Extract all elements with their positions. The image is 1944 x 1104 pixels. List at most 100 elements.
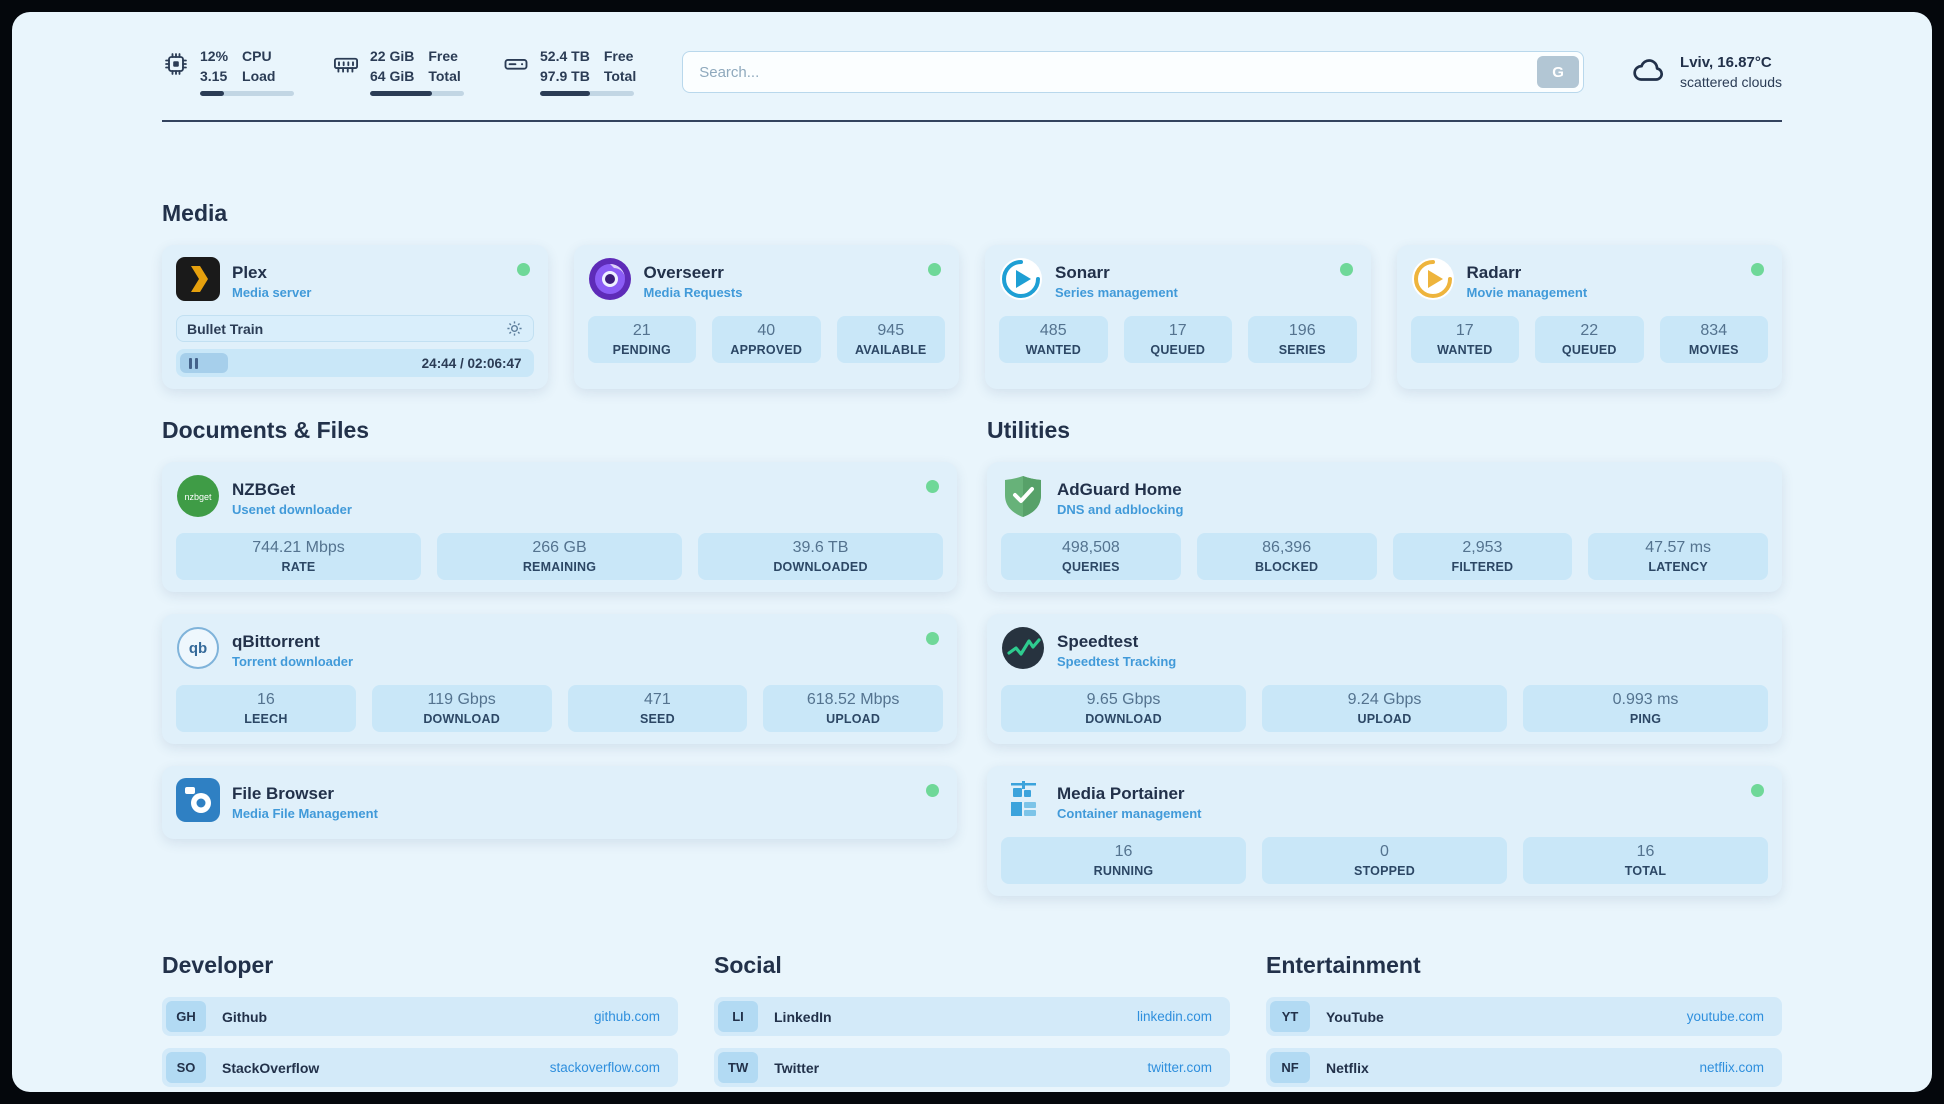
weather-condition: scattered clouds [1680,74,1782,90]
ram-total-label: Total [428,68,461,84]
bookmark-badge: NF [1270,1052,1310,1083]
app-subtitle: Movie management [1466,285,1588,300]
app-card-nzbget[interactable]: nzbget NZBGet Usenet downloader 74 [162,462,957,592]
now-playing-title-row: Bullet Train [176,315,534,342]
gear-icon[interactable] [506,320,523,337]
now-playing-title: Bullet Train [187,320,264,337]
disk-stat: 52.4 TB 97.9 TB Free Total [502,48,636,96]
cpu-load-label: Load [242,68,276,84]
app-subtitle: Series management [1055,285,1178,300]
stat-tile-latency: 47.57 ms LATENCY [1588,533,1768,580]
dashboard-frame: 12% 3.15 CPU Load [12,12,1932,1092]
cpu-chip-icon [162,50,190,83]
stat-tile-remaining: 266 GB REMAINING [437,533,682,580]
app-card-speedtest[interactable]: Speedtest Speedtest Tracking 9.65 Gbps D… [987,614,1782,744]
svg-text:qb: qb [189,640,207,657]
qbittorrent-icon: qb [176,626,220,675]
stat-tile-upload: 9.24 Gbps UPLOAD [1262,685,1507,732]
bookmark-badge: LI [718,1001,758,1032]
filebrowser-icon [176,778,220,827]
app-name: Sonarr [1055,263,1110,282]
system-stats: 12% 3.15 CPU Load [162,48,636,96]
app-card-sonarr[interactable]: Sonarr Series management 485 WANTED 17 Q… [985,245,1371,389]
svg-text:nzbget: nzbget [184,492,212,502]
bookmark-linkedin[interactable]: LI LinkedIn linkedin.com [714,997,1230,1036]
stat-tile-queued: 22 QUEUED [1535,316,1644,363]
documents-section-title: Documents & Files [162,417,370,443]
search-engine-button[interactable]: G [1537,56,1580,88]
app-card-filebrowser[interactable]: File Browser Media File Management [162,766,957,839]
app-card-portainer[interactable]: Media Portainer Container management 16 … [987,766,1782,896]
status-dot [926,784,939,797]
dashboard-container: 12% 3.15 CPU Load [162,12,1782,1092]
app-card-radarr[interactable]: Radarr Movie management 17 WANTED 22 QUE… [1396,245,1782,389]
utilities-section-title: Utilities [987,417,1071,443]
disk-total-label: Total [603,68,637,84]
stat-tile-ping: 0.993 ms PING [1523,685,1768,732]
stat-tile-download: 9.65 Gbps DOWNLOAD [1001,685,1246,732]
bookmark-name: StackOverflow [222,1059,320,1076]
stat-tile-approved: 40 APPROVED [712,316,821,363]
app-card-plex[interactable]: Plex Media server Bullet Train [162,245,548,389]
overseerr-icon [588,257,632,306]
stat-tile-wanted: 485 WANTED [999,316,1108,363]
now-playing-widget: Bullet Train [176,315,534,377]
bookmark-link: github.com [593,1009,660,1024]
playback-time: 24:44 / 02:06:47 [421,355,522,371]
topbar: 12% 3.15 CPU Load [162,48,1782,96]
stat-tile-queued: 17 QUEUED [1123,316,1232,363]
bookmark-link: netflix.com [1699,1060,1764,1075]
section-documents: Documents & Files nzbget [162,417,957,839]
bookmark-github[interactable]: GH Github github.com [162,997,678,1036]
ram-stat: 22 GiB 64 GiB Free Total [332,48,464,96]
cpu-progress-bar [200,91,294,96]
bookmark-netflix[interactable]: NF Netflix netflix.com [1266,1048,1782,1087]
section-media: Media Plex Media server [162,200,1782,389]
media-section-title: Media [162,200,228,226]
app-card-qbittorrent[interactable]: qb qBittorrent Torrent downloader [162,614,957,744]
stat-tile-upload: 618.52 Mbps UPLOAD [763,685,943,732]
app-name: Media Portainer [1057,784,1185,803]
speedtest-icon [1001,626,1045,675]
stat-tile-downloaded: 39.6 TB DOWNLOADED [698,533,943,580]
stat-tile-download: 119 Gbps DOWNLOAD [371,685,552,732]
developer-section-title: Developer [162,952,274,978]
stat-tile-pending: 21 PENDING [587,316,696,363]
ram-free-label: Free [428,48,458,64]
bookmark-link: youtube.com [1686,1009,1764,1024]
entertainment-section-title: Entertainment [1266,952,1421,978]
app-subtitle: Media server [232,285,312,300]
status-dot [1751,263,1764,276]
disk-progress-bar [540,91,634,96]
search-input[interactable] [682,51,1585,93]
bookmark-stackoverflow[interactable]: SO StackOverflow stackoverflow.com [162,1048,678,1087]
bookmark-twitter[interactable]: TW Twitter twitter.com [714,1048,1230,1087]
search-bar: G [682,51,1585,93]
bookmark-name: LinkedIn [774,1008,832,1025]
plex-icon [176,257,220,306]
section-utilities: Utilities [987,417,1782,896]
bookmark-youtube[interactable]: YT YouTube youtube.com [1266,997,1782,1036]
app-subtitle: Media Requests [643,285,743,300]
social-section-title: Social [714,952,782,978]
stat-tile-blocked: 86,396 BLOCKED [1196,533,1377,580]
bookmark-name: YouTube [1326,1008,1384,1025]
ram-icon [332,50,360,83]
weather-widget: Lviv, 16.87°C scattered clouds [1630,51,1782,94]
app-name: AdGuard Home [1057,480,1182,499]
app-subtitle: Usenet downloader [232,502,352,517]
app-name: Overseerr [643,263,724,282]
weather-location: Lviv, 16.87°C [1680,54,1772,71]
now-playing-progress: 24:44 / 02:06:47 [176,349,534,377]
app-name: Plex [232,263,267,282]
bookmark-name: Netflix [1326,1059,1369,1076]
section-social: Social LI LinkedIn linkedin.com TW Twitt… [714,952,1230,1092]
app-subtitle: Speedtest Tracking [1057,654,1177,669]
app-name: NZBGet [232,480,296,499]
app-card-adguard[interactable]: AdGuard Home DNS and adblocking 498,508 … [987,462,1782,592]
pause-button[interactable] [180,353,228,373]
bookmark-badge: TW [718,1052,759,1083]
app-card-overseerr[interactable]: Overseerr Media Requests 21 PENDING 40 A… [573,245,959,389]
status-dot [1339,263,1353,276]
app-subtitle: Torrent downloader [232,654,354,669]
